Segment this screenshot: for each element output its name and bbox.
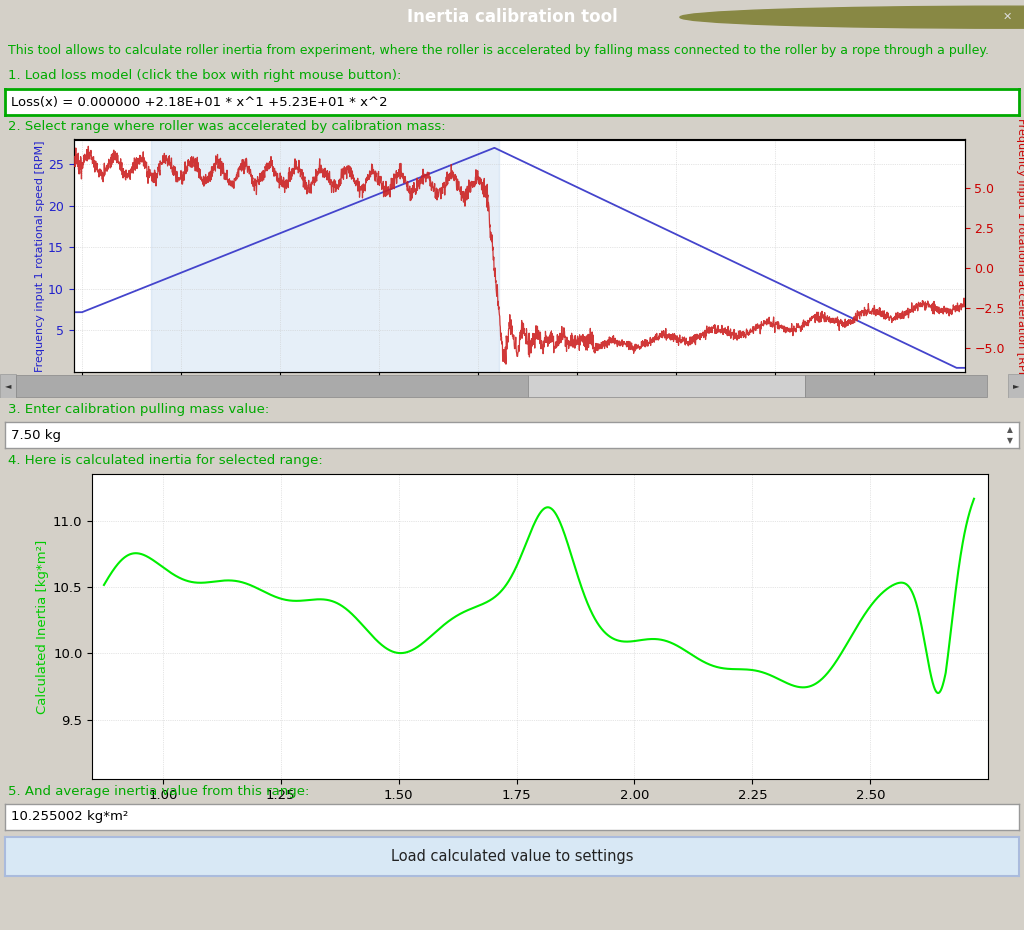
Bar xyxy=(805,375,987,397)
Circle shape xyxy=(680,7,1024,28)
Text: This tool allows to calculate roller inertia from experiment, where the roller i: This tool allows to calculate roller ine… xyxy=(8,44,989,57)
Text: 5. And average inertia value from this range:: 5. And average inertia value from this r… xyxy=(8,785,309,798)
Bar xyxy=(16,375,528,397)
Bar xyxy=(1008,374,1024,398)
Text: 4. Here is calculated inertia for selected range:: 4. Here is calculated inertia for select… xyxy=(8,454,323,467)
Y-axis label: Frequency input 1 rotational acceleration [RPM/s]: Frequency input 1 rotational acceleratio… xyxy=(1016,117,1024,394)
Text: 1. Load loss model (click the box with right mouse button):: 1. Load loss model (click the box with r… xyxy=(8,70,401,82)
Bar xyxy=(152,140,500,372)
Text: Load calculated value to settings: Load calculated value to settings xyxy=(391,849,633,864)
Bar xyxy=(528,375,805,397)
Text: Inertia calibration tool: Inertia calibration tool xyxy=(407,8,617,26)
X-axis label: Rotational speed [rad/s]: Rotational speed [rad/s] xyxy=(436,807,644,823)
Text: 10.255002 kg*m²: 10.255002 kg*m² xyxy=(11,810,128,823)
Text: Loss(x) = 0.000000 +2.18E+01 * x^1 +5.23E+01 * x^2: Loss(x) = 0.000000 +2.18E+01 * x^1 +5.23… xyxy=(11,96,388,109)
Y-axis label: Calculated Inertia [kg*m²]: Calculated Inertia [kg*m²] xyxy=(36,539,49,714)
Text: ▼: ▼ xyxy=(1007,436,1013,445)
Text: 7.50 kg: 7.50 kg xyxy=(11,429,61,442)
Y-axis label: Frequency input 1 rotational speed [RPM]: Frequency input 1 rotational speed [RPM] xyxy=(36,140,45,371)
Bar xyxy=(0,374,16,398)
Text: 2. Select range where roller was accelerated by calibration mass:: 2. Select range where roller was acceler… xyxy=(8,120,445,133)
Text: ►: ► xyxy=(1013,381,1019,391)
Text: ✕: ✕ xyxy=(1002,12,1013,22)
Text: ▲: ▲ xyxy=(1007,425,1013,434)
Text: 3. Enter calibration pulling mass value:: 3. Enter calibration pulling mass value: xyxy=(8,403,269,416)
Text: ◄: ◄ xyxy=(5,381,11,391)
